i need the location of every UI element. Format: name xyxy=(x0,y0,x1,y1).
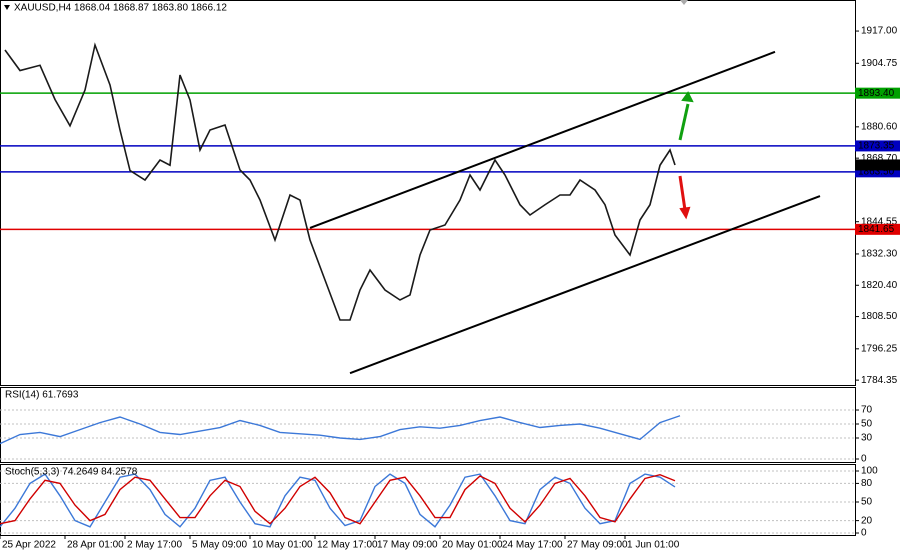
level-label: 1893.40 xyxy=(858,88,895,99)
y-tick-label: 1868.70 xyxy=(861,153,898,164)
trendline xyxy=(349,195,821,375)
level-box xyxy=(855,166,900,178)
x-tick-label: 10 May 01:00 xyxy=(252,540,313,551)
y-tick-label: 20 xyxy=(861,515,873,526)
x-tick-label: 1 Jun 01:00 xyxy=(627,540,680,551)
trendline xyxy=(309,50,776,229)
current-price-label: 1866.12 xyxy=(858,160,895,171)
series-line xyxy=(0,415,681,445)
panel-title: XAUUSD,H4 1868.04 1868.87 1863.80 1866.1… xyxy=(14,3,227,14)
level-label: 1841.65 xyxy=(858,224,895,235)
y-tick-label: 1820.40 xyxy=(861,280,898,291)
y-tick-label: 80 xyxy=(861,478,873,489)
y-tick-label: 0 xyxy=(861,454,867,465)
level-label: 1863.50 xyxy=(858,166,895,177)
level-box xyxy=(855,87,900,99)
x-tick-label: 24 May 17:00 xyxy=(502,540,563,551)
y-tick-label: 1917.00 xyxy=(861,26,898,37)
up-arrow-head xyxy=(681,91,694,103)
level-box xyxy=(855,140,900,152)
y-tick-label: 50 xyxy=(861,497,873,508)
y-tick-label: 50 xyxy=(861,419,873,430)
shift-marker xyxy=(680,0,688,5)
rsi-panel-frame xyxy=(0,387,856,463)
y-tick-label: 1832.30 xyxy=(861,249,898,260)
y-tick-label: 1808.50 xyxy=(861,311,898,322)
up-arrow xyxy=(678,103,690,141)
x-tick-label: 17 May 09:00 xyxy=(377,540,438,551)
x-tick-label: 27 May 09:00 xyxy=(567,540,628,551)
y-tick-label: 1904.75 xyxy=(861,58,898,69)
x-tick-label: 2 May 17:00 xyxy=(127,540,182,551)
down-arrow-head xyxy=(679,206,691,220)
y-tick-label: 1844.55 xyxy=(861,216,898,227)
down-arrow xyxy=(678,175,687,211)
x-tick-label: 20 May 01:00 xyxy=(442,540,503,551)
y-tick-label: 70 xyxy=(861,405,873,416)
series-line xyxy=(4,42,676,321)
main-panel-frame xyxy=(0,0,856,386)
panel-title: RSI(14) 61.7693 xyxy=(5,390,79,401)
x-tick-label: 28 Apr 01:00 xyxy=(67,540,124,551)
current-price-box xyxy=(855,159,900,171)
x-tick-label: 25 Apr 2022 xyxy=(2,540,56,551)
y-tick-label: 1796.25 xyxy=(861,343,898,354)
panel-title: Stoch(5,3,3) 74.2649 84.2578 xyxy=(5,467,138,478)
level-label: 1873.35 xyxy=(858,141,895,152)
stoch-panel-frame xyxy=(0,464,856,536)
y-tick-label: 1784.35 xyxy=(861,375,898,386)
series-line xyxy=(0,473,676,525)
y-tick-label: 1880.60 xyxy=(861,121,898,132)
symbol-marker xyxy=(4,5,10,10)
y-tick-label: 30 xyxy=(861,433,873,444)
level-box xyxy=(855,223,900,235)
y-tick-label: 100 xyxy=(861,466,878,477)
y-tick-label: 0 xyxy=(861,528,867,539)
x-tick-label: 12 May 17:00 xyxy=(317,540,378,551)
x-tick-label: 5 May 09:00 xyxy=(192,540,247,551)
